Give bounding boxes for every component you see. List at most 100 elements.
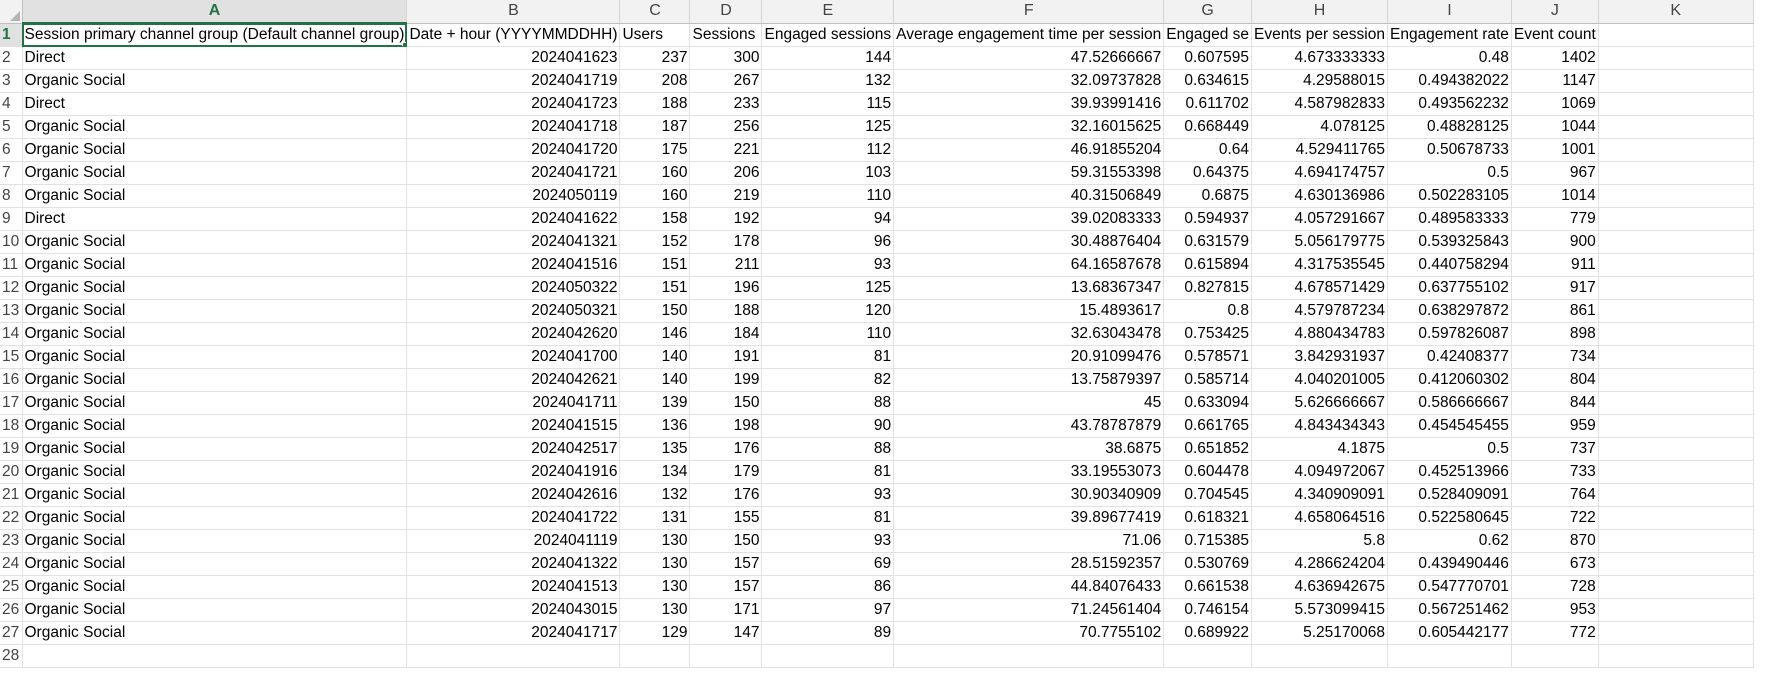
cell[interactable]: 0.454545455 <box>1387 414 1512 438</box>
cell[interactable]: 0.633094 <box>1163 391 1253 415</box>
cell[interactable] <box>1598 138 1754 162</box>
cell[interactable]: 0.42408377 <box>1387 345 1512 369</box>
cell[interactable]: 2024041322 <box>406 552 621 576</box>
cell[interactable]: 160 <box>619 184 691 208</box>
cell[interactable]: 917 <box>1511 276 1599 300</box>
cell[interactable]: 90 <box>761 414 895 438</box>
cell[interactable]: 175 <box>619 138 691 162</box>
row-header[interactable]: 9 <box>0 207 23 231</box>
cell[interactable]: 151 <box>619 276 691 300</box>
cell[interactable]: 2024041321 <box>406 230 621 254</box>
cell[interactable]: 2024041700 <box>406 345 621 369</box>
cell[interactable]: 139 <box>619 391 691 415</box>
cell[interactable]: 191 <box>689 345 763 369</box>
cell[interactable] <box>22 644 408 668</box>
cell[interactable]: 0.530769 <box>1163 552 1253 576</box>
cell[interactable] <box>1598 92 1754 116</box>
cell[interactable]: 70.7755102 <box>893 621 1165 645</box>
cell[interactable]: 4.843434343 <box>1251 414 1388 438</box>
cell[interactable]: 844 <box>1511 391 1599 415</box>
cell[interactable]: 0.634615 <box>1163 69 1253 93</box>
cell[interactable]: 870 <box>1511 529 1599 553</box>
cell[interactable]: 4.317535545 <box>1251 253 1388 277</box>
cell[interactable] <box>1598 552 1754 576</box>
row-header[interactable]: 15 <box>0 345 23 369</box>
cell[interactable]: 2024042620 <box>406 322 621 346</box>
cell[interactable]: 772 <box>1511 621 1599 645</box>
row-header[interactable]: 23 <box>0 529 23 553</box>
cell[interactable]: 187 <box>619 115 691 139</box>
cell[interactable]: 130 <box>619 575 691 599</box>
cell[interactable]: 0.631579 <box>1163 230 1253 254</box>
cell[interactable]: 4.630136986 <box>1251 184 1388 208</box>
cell[interactable]: 5.626666667 <box>1251 391 1388 415</box>
row-header[interactable]: 16 <box>0 368 23 392</box>
cell[interactable]: 4.286624204 <box>1251 552 1388 576</box>
cell[interactable]: 4.057291667 <box>1251 207 1388 231</box>
cell[interactable]: 30.48876404 <box>893 230 1165 254</box>
cell[interactable]: 33.19553073 <box>893 460 1165 484</box>
cell[interactable]: 0.547770701 <box>1387 575 1512 599</box>
cell[interactable]: 0.651852 <box>1163 437 1253 461</box>
cell[interactable]: Organic Social <box>22 391 408 415</box>
cell[interactable] <box>1598 575 1754 599</box>
cell[interactable]: 4.340909091 <box>1251 483 1388 507</box>
cell[interactable]: 188 <box>619 92 691 116</box>
header-cell[interactable]: Date + hour (YYYYMMDDHH) <box>406 23 621 47</box>
cell[interactable]: 71.06 <box>893 529 1165 553</box>
cell[interactable]: 300 <box>689 46 763 70</box>
cell[interactable]: 4.29588015 <box>1251 69 1388 93</box>
cell[interactable]: 146 <box>619 322 691 346</box>
column-header-g[interactable]: G <box>1163 0 1253 24</box>
cell[interactable]: Direct <box>22 207 408 231</box>
cell[interactable]: 40.31506849 <box>893 184 1165 208</box>
cell[interactable]: 211 <box>689 253 763 277</box>
cell[interactable]: 0.5 <box>1387 161 1512 185</box>
cell[interactable]: 4.587982833 <box>1251 92 1388 116</box>
cell[interactable]: 764 <box>1511 483 1599 507</box>
row-header[interactable]: 10 <box>0 230 23 254</box>
column-header-i[interactable]: I <box>1387 0 1512 24</box>
cell[interactable]: 2024050321 <box>406 299 621 323</box>
cell[interactable] <box>761 644 895 668</box>
cell[interactable]: 953 <box>1511 598 1599 622</box>
cell[interactable] <box>1598 460 1754 484</box>
cell[interactable]: 151 <box>619 253 691 277</box>
select-all-corner[interactable] <box>0 0 23 24</box>
cell[interactable]: Organic Social <box>22 552 408 576</box>
cell[interactable]: 28.51592357 <box>893 552 1165 576</box>
cell[interactable] <box>406 644 621 668</box>
header-cell[interactable]: Event count <box>1511 23 1599 47</box>
cell[interactable]: 2024041719 <box>406 69 621 93</box>
cell[interactable]: 2024041718 <box>406 115 621 139</box>
column-header-f[interactable]: F <box>893 0 1165 24</box>
header-cell[interactable]: Sessions <box>689 23 763 47</box>
cell[interactable]: 0.48 <box>1387 46 1512 70</box>
cell[interactable]: 0.597826087 <box>1387 322 1512 346</box>
cell[interactable]: 188 <box>689 299 763 323</box>
cell[interactable]: 0.494382022 <box>1387 69 1512 93</box>
cell[interactable]: 4.1875 <box>1251 437 1388 461</box>
cell[interactable]: 81 <box>761 345 895 369</box>
cell[interactable]: Organic Social <box>22 69 408 93</box>
cell[interactable]: 0.539325843 <box>1387 230 1512 254</box>
cell[interactable]: 125 <box>761 276 895 300</box>
cell[interactable]: 96 <box>761 230 895 254</box>
cell[interactable]: 93 <box>761 529 895 553</box>
cell[interactable]: 81 <box>761 460 895 484</box>
cell[interactable]: Organic Social <box>22 460 408 484</box>
cell[interactable]: 2024041711 <box>406 391 621 415</box>
cell[interactable]: 0.6875 <box>1163 184 1253 208</box>
cell[interactable]: 82 <box>761 368 895 392</box>
cell[interactable]: 0.661538 <box>1163 575 1253 599</box>
cell[interactable]: 144 <box>761 46 895 70</box>
header-cell[interactable]: Engaged sessions <box>761 23 895 47</box>
cell[interactable]: 199 <box>689 368 763 392</box>
cell[interactable]: 0.753425 <box>1163 322 1253 346</box>
cell[interactable] <box>1598 621 1754 645</box>
cell[interactable]: 4.636942675 <box>1251 575 1388 599</box>
cell[interactable]: 0.661765 <box>1163 414 1253 438</box>
cell[interactable]: 4.529411765 <box>1251 138 1388 162</box>
cell[interactable] <box>1511 644 1599 668</box>
cell[interactable]: 0.64 <box>1163 138 1253 162</box>
